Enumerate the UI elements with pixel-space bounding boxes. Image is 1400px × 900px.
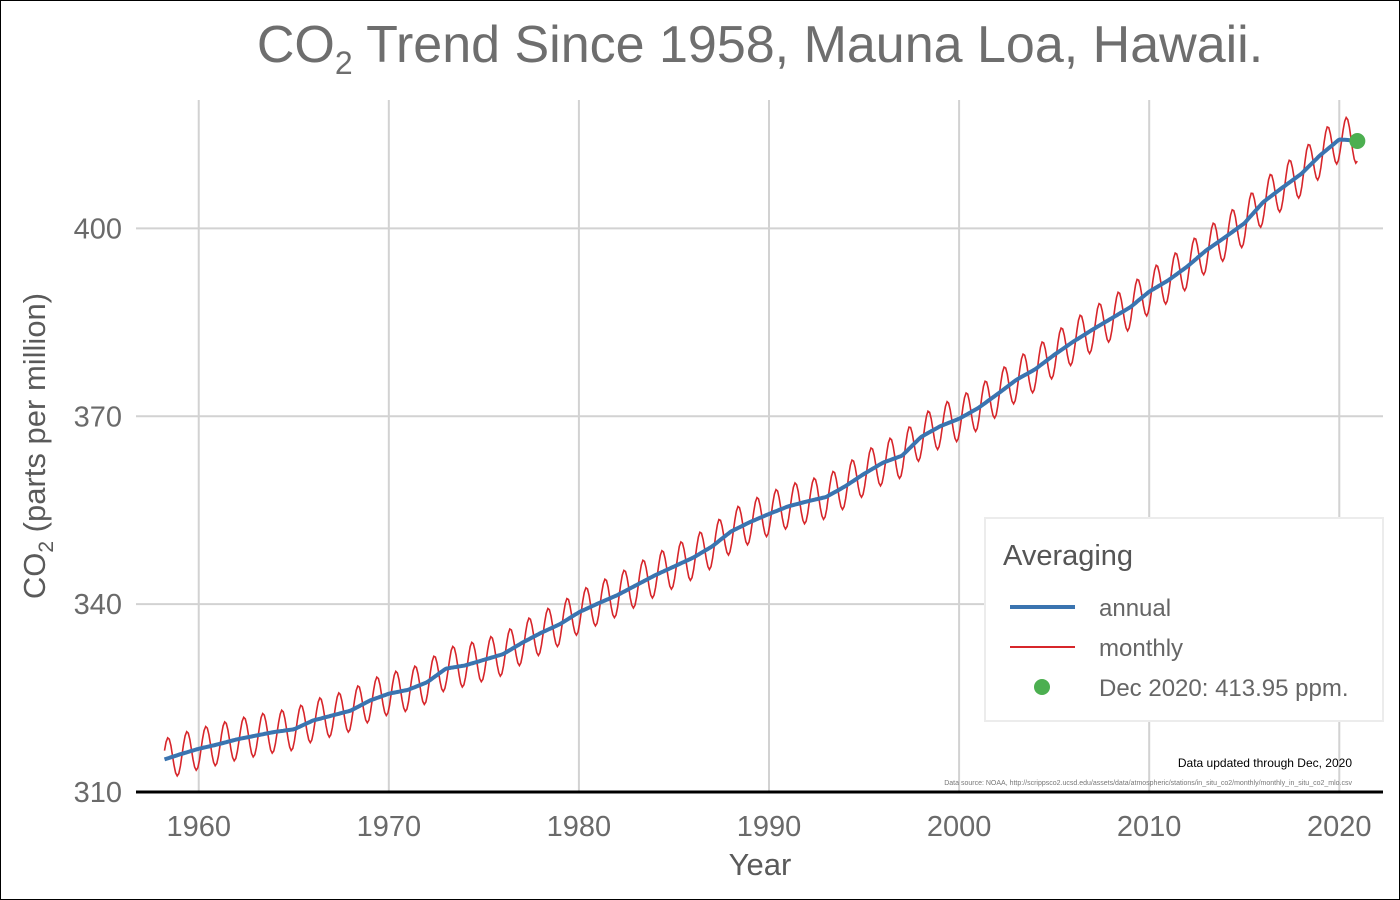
y-tick-label-310: 310 [74, 777, 122, 809]
chart-title: CO2 Trend Since 1958, Mauna Loa, Hawaii. [257, 16, 1263, 81]
x-tick-label-2020: 2020 [1307, 811, 1372, 843]
x-axis-title: Year [729, 847, 792, 882]
y-tick-label-370: 370 [74, 401, 122, 433]
y-axis-title: CO2 (parts per million) [17, 293, 58, 599]
grid-lines [136, 100, 1383, 792]
legend-label-annual: annual [1099, 595, 1171, 622]
series-annual-line [163, 137, 1358, 762]
y-tick-label-340: 340 [74, 589, 122, 621]
data-source-note: Data source: NOAA, http://scrippsco2.ucs… [944, 780, 1352, 787]
data-updated-note: Data updated through Dec, 2020 [1178, 756, 1352, 770]
x-tick-label-1990: 1990 [737, 811, 802, 843]
y-axis-ticks: 310 340 370 400 [74, 213, 122, 809]
chart-title-prefix: CO [257, 16, 335, 74]
legend-label-monthly: monthly [1099, 635, 1183, 662]
x-tick-label-2010: 2010 [1117, 811, 1182, 843]
series-layer [163, 115, 1366, 778]
y-tick-label-400: 400 [74, 213, 122, 245]
y-axis-title-prefix: CO [17, 553, 52, 600]
x-tick-label-2000: 2000 [927, 811, 992, 843]
chart-title-suffix: Trend Since 1958, Mauna Loa, Hawaii. [353, 16, 1264, 74]
y-axis-title-subscript: 2 [35, 541, 58, 553]
legend-box [984, 517, 1384, 722]
x-tick-label-1960: 1960 [166, 811, 231, 843]
legend-label-latest-point: Dec 2020: 413.95 ppm. [1099, 675, 1349, 702]
x-tick-label-1970: 1970 [357, 811, 422, 843]
legend-title: Averaging [1003, 540, 1133, 572]
x-axis-ticks: 1960 1970 1980 1990 2000 2010 2020 [166, 811, 1371, 843]
series-monthly-line [163, 115, 1358, 778]
x-tick-label-1980: 1980 [547, 811, 612, 843]
legend: Averaging annual monthly Dec 2020: 413.9… [984, 517, 1384, 722]
y-axis-title-suffix: (parts per million) [17, 293, 52, 541]
chart-title-subscript: 2 [335, 45, 353, 81]
legend-key-latest-point [1034, 679, 1050, 695]
latest-data-point [1349, 133, 1366, 150]
